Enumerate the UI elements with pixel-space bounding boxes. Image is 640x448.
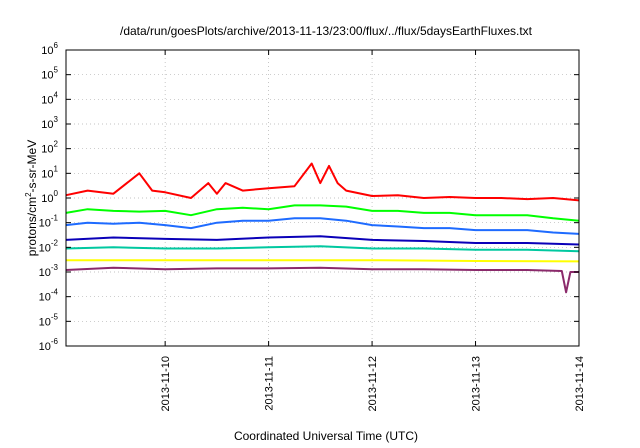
y-tick-label: 10-4: [39, 288, 59, 304]
y-axis-ticks: 10-610-510-410-310-210-11001011021031041…: [39, 41, 579, 353]
series-line-1: [65, 162, 580, 202]
series-line-5: [65, 245, 580, 253]
y-tick-exponent: 6: [54, 41, 59, 50]
y-tick-label: 100: [41, 189, 58, 205]
y-tick-exponent: -5: [51, 312, 59, 321]
y-tick-label: 10-6: [39, 337, 59, 353]
y-tick-label: 10-1: [39, 214, 59, 230]
series-line-3: [65, 217, 580, 235]
x-tick-label: 2013-11-11: [264, 356, 276, 411]
y-tick-base: 10: [39, 267, 51, 279]
chart-title: /data/run/goesPlots/archive/2013-11-13/2…: [120, 24, 533, 38]
y-axis-label: protons/cm2-s-sr-MeV: [24, 140, 39, 256]
series-line-4: [65, 235, 580, 246]
y-tick-base: 10: [39, 341, 51, 353]
y-tick-exponent: 4: [54, 90, 59, 99]
y-tick-exponent: -3: [51, 263, 59, 272]
y-tick-exponent: 2: [54, 140, 59, 149]
y-tick-base: 10: [41, 45, 53, 57]
y-axis-label-suffix: -s-sr-MeV: [25, 140, 39, 193]
series-line-7: [65, 266, 579, 294]
x-tick-label: 2013-11-13: [471, 356, 483, 411]
y-tick-base: 10: [39, 316, 51, 328]
series-line-2: [65, 204, 580, 222]
y-tick-exponent: -4: [51, 288, 59, 297]
y-tick-label: 103: [41, 115, 58, 131]
y-tick-base: 10: [41, 70, 53, 82]
y-tick-base: 10: [41, 168, 53, 180]
x-tick-label: 2013-11-10: [160, 356, 172, 411]
y-tick-label: 10-2: [39, 238, 59, 254]
x-tick-label: 2013-11-14: [574, 356, 586, 411]
y-tick-label: 10-5: [39, 312, 59, 328]
y-tick-exponent: 3: [54, 115, 59, 124]
y-tick-base: 10: [39, 242, 51, 254]
y-axis-label-sup: 2: [24, 192, 33, 197]
x-tick-label: 2013-11-12: [367, 356, 379, 411]
x-axis-label: Coordinated Universal Time (UTC): [234, 429, 418, 443]
y-tick-label: 105: [41, 66, 58, 82]
y-tick-exponent: -1: [51, 214, 59, 223]
y-tick-base: 10: [41, 193, 53, 205]
y-tick-base: 10: [41, 144, 53, 156]
y-tick-label: 101: [41, 164, 58, 180]
y-tick-base: 10: [39, 292, 51, 304]
y-tick-base: 10: [41, 119, 53, 131]
y-axis-label-prefix: protons/cm: [25, 197, 39, 256]
x-axis-ticks: 2013-11-10 2013-11-11 2013-11-12 2013-11-13…: [160, 50, 586, 411]
y-tick-label: 102: [41, 140, 58, 156]
y-tick-base: 10: [41, 94, 53, 106]
y-tick-base: 10: [39, 218, 51, 230]
series-group: [65, 162, 580, 294]
y-tick-label: 106: [41, 41, 58, 57]
y-tick-exponent: 1: [54, 164, 59, 173]
y-tick-exponent: 5: [54, 66, 59, 75]
y-tick-exponent: -2: [51, 238, 59, 247]
y-tick-label: 104: [41, 90, 58, 106]
series-line-6: [66, 259, 580, 263]
y-tick-exponent: 0: [54, 189, 59, 198]
y-tick-label: 10-3: [39, 263, 59, 279]
y-tick-exponent: -6: [51, 337, 59, 346]
